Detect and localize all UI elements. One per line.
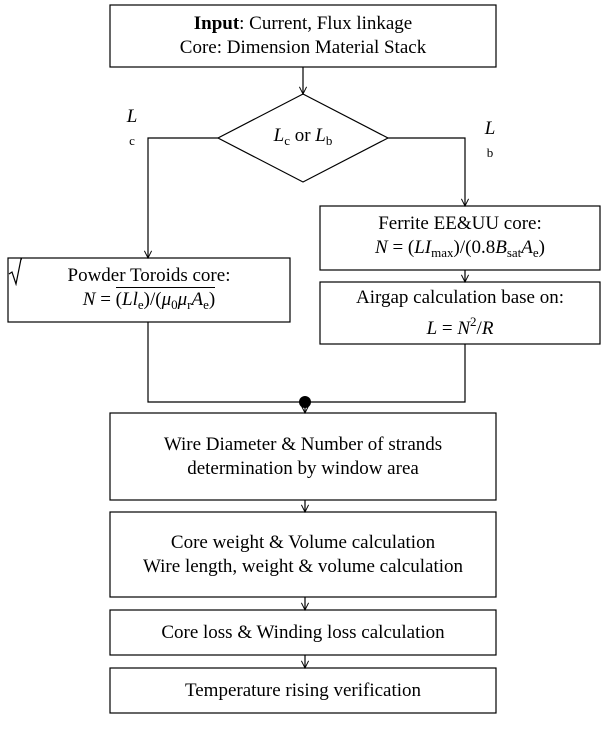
text: Ferrite EE&UU core:: [378, 212, 542, 234]
line: Temperature rising verification: [185, 679, 421, 703]
line: N = (LImax)/(0.8BsatAe): [375, 236, 545, 265]
subscript: c: [129, 133, 135, 148]
math: LI: [414, 236, 432, 258]
line: Core weight & Volume calculation: [171, 531, 435, 555]
text: Wire length, weight & volume calculation: [142, 555, 464, 577]
text: /: [476, 317, 482, 339]
junction: [299, 396, 311, 408]
text: (: [115, 288, 122, 310]
math: L: [426, 317, 438, 339]
text: determination by window area: [187, 457, 419, 479]
line: Input: Current, Flux linkage: [194, 12, 413, 36]
node-label: Input: Current, Flux linkage Core: Dimens…: [110, 5, 496, 67]
line: Ferrite EE&UU core:: [378, 212, 542, 236]
sqrt-body: (Lle)/(μ0μrAe): [115, 286, 216, 312]
text: Core loss & Winding loss calculation: [161, 621, 445, 643]
text: ): [208, 288, 216, 310]
subscript: r: [187, 296, 192, 312]
line: L = N2/R: [427, 310, 494, 341]
line: Core: Dimension Material Stack: [180, 36, 426, 60]
math: R: [481, 317, 494, 339]
math: μ: [177, 288, 188, 310]
text: )/(0.8: [453, 236, 496, 258]
text: )/(: [143, 288, 162, 310]
math: Ll: [122, 288, 138, 310]
node-label: Core loss & Winding loss calculation: [110, 610, 496, 655]
math: B: [495, 236, 507, 258]
line: Lc or Lb: [274, 124, 333, 153]
math: N: [457, 317, 471, 339]
text: Core weight & Volume calculation: [170, 531, 436, 553]
text: or: [289, 124, 316, 146]
line: Wire length, weight & volume calculation: [143, 555, 463, 579]
line: Powder Toroids core:: [68, 264, 231, 288]
math: L: [315, 124, 326, 146]
math: N: [375, 236, 388, 258]
math: A: [521, 236, 533, 258]
airgap-box: [319, 281, 601, 345]
line: N = (Lle)/(μ0μrAe): [8, 258, 216, 317]
subscript: e: [137, 296, 144, 312]
radical: [8, 258, 22, 286]
math: L: [126, 106, 138, 127]
subscript: e: [532, 244, 539, 260]
node-label: Core weight & Volume calculation Wire len…: [110, 512, 496, 597]
subscript: 0: [171, 296, 178, 312]
subscript: c: [284, 132, 290, 148]
math: N: [82, 288, 96, 310]
subscript: sat: [506, 244, 522, 260]
node-label: Airgap calculation base on: L = N2/R: [320, 282, 600, 344]
subscript: b: [325, 132, 333, 148]
node-label: Powder Toroids core: N = (Lle)/(μ0μrAe): [8, 258, 290, 322]
node-label: Ferrite EE&UU core: N = (LImax)/(0.8BsatA…: [320, 206, 600, 270]
text: Airgap calculation base on:: [355, 286, 565, 308]
math: L: [484, 118, 496, 139]
text: Temperature rising verification: [184, 679, 422, 701]
text: = (: [387, 236, 415, 258]
line: Airgap calculation base on:: [356, 286, 564, 310]
subscript: e: [203, 296, 209, 312]
decision: [216, 93, 390, 183]
line: determination by window area: [187, 457, 419, 481]
ferrite-box: [319, 205, 601, 271]
line: Core loss & Winding loss calculation: [161, 621, 444, 645]
arrow: [388, 137, 470, 208]
bold-text: Input: [193, 13, 240, 34]
text: Powder Toroids core:: [67, 264, 231, 286]
subscript: b: [486, 145, 494, 160]
subscript: max: [431, 244, 454, 260]
text: Core: Dimension Material Stack: [179, 37, 427, 58]
text: =: [95, 288, 116, 310]
node-label: Temperature rising verification: [110, 668, 496, 713]
line: Wire Diameter & Number of strands: [164, 433, 442, 457]
node-label: Lc or Lb: [218, 94, 388, 182]
text: ): [538, 236, 545, 258]
text: Wire Diameter & Number of strands: [163, 433, 443, 455]
node-label: Wire Diameter & Number of strands determi…: [110, 413, 496, 500]
math: A: [191, 288, 204, 310]
text: : Current, Flux linkage: [239, 13, 413, 34]
text: =: [437, 317, 458, 339]
supscript: 2: [470, 313, 477, 329]
math: μ: [161, 288, 172, 310]
math: L: [273, 124, 285, 146]
arrow: [143, 137, 218, 260]
